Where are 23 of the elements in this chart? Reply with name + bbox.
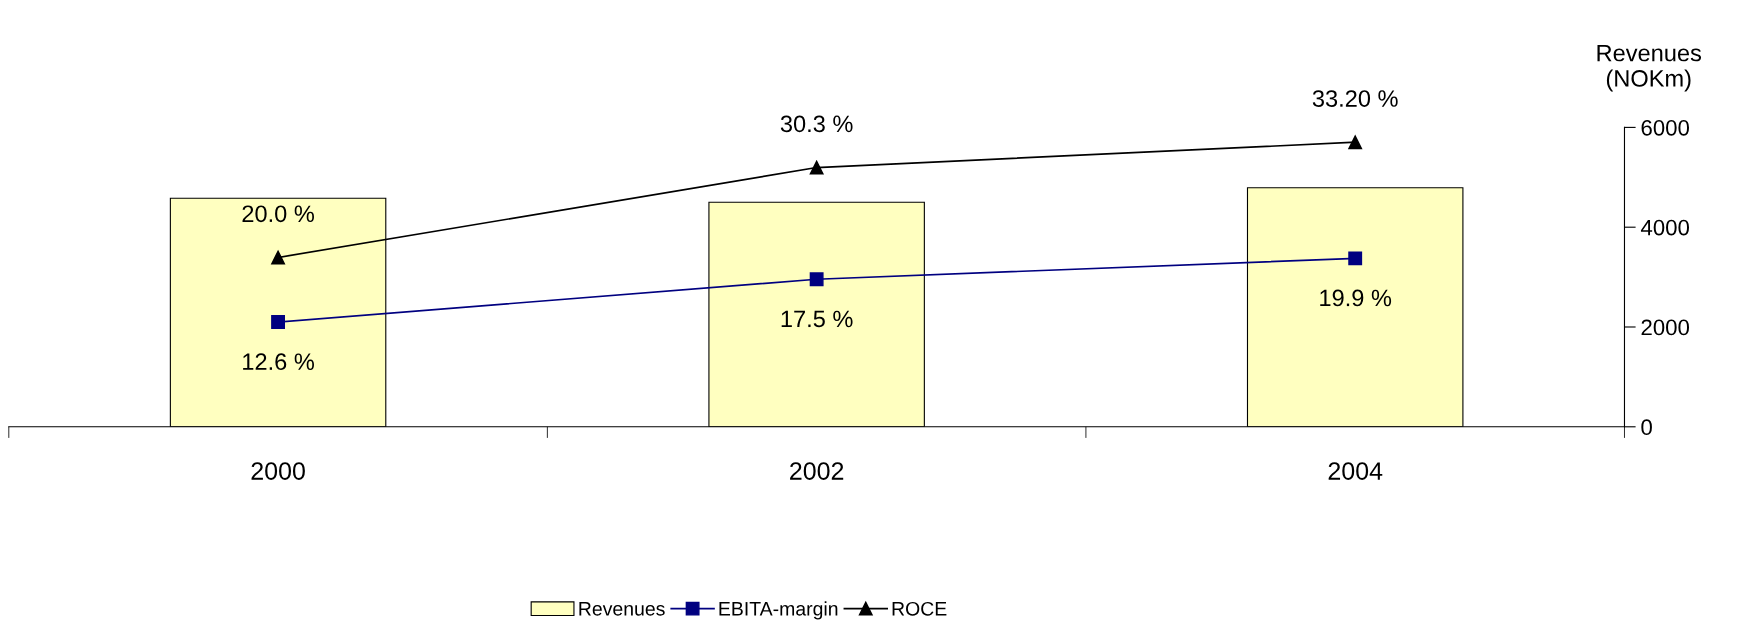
- y-axis-title: Revenues (NOKm): [1597, 44, 1702, 92]
- point: [271, 315, 286, 329]
- y-tick-label: 4000: [1640, 219, 1690, 236]
- legend-label: EBITA-margin: [719, 601, 838, 620]
- point: [271, 250, 286, 265]
- point: [809, 160, 824, 175]
- point: [1348, 135, 1363, 150]
- data-label: 19.9 %: [1320, 289, 1392, 307]
- data-label: 33.20 %: [1312, 90, 1398, 107]
- legend-label: Revenues: [579, 602, 665, 616]
- data-label: 17.5 %: [781, 310, 853, 328]
- data-label: 12.6 %: [243, 353, 314, 371]
- data-label: 30.3 %: [780, 115, 853, 133]
- legend-label: ROCE: [892, 601, 947, 616]
- x-tick-label: 2004: [1328, 462, 1383, 480]
- x-tick-label: 2002: [790, 462, 844, 480]
- x-tick-label: 2000: [251, 462, 305, 480]
- y-tick-label: 0: [1641, 419, 1652, 436]
- y-tick-label: 6000: [1641, 119, 1690, 136]
- y-tick-label: 2000: [1641, 319, 1690, 336]
- point: [1348, 251, 1363, 266]
- point: [809, 272, 824, 287]
- data-label: 20.0 %: [242, 205, 314, 223]
